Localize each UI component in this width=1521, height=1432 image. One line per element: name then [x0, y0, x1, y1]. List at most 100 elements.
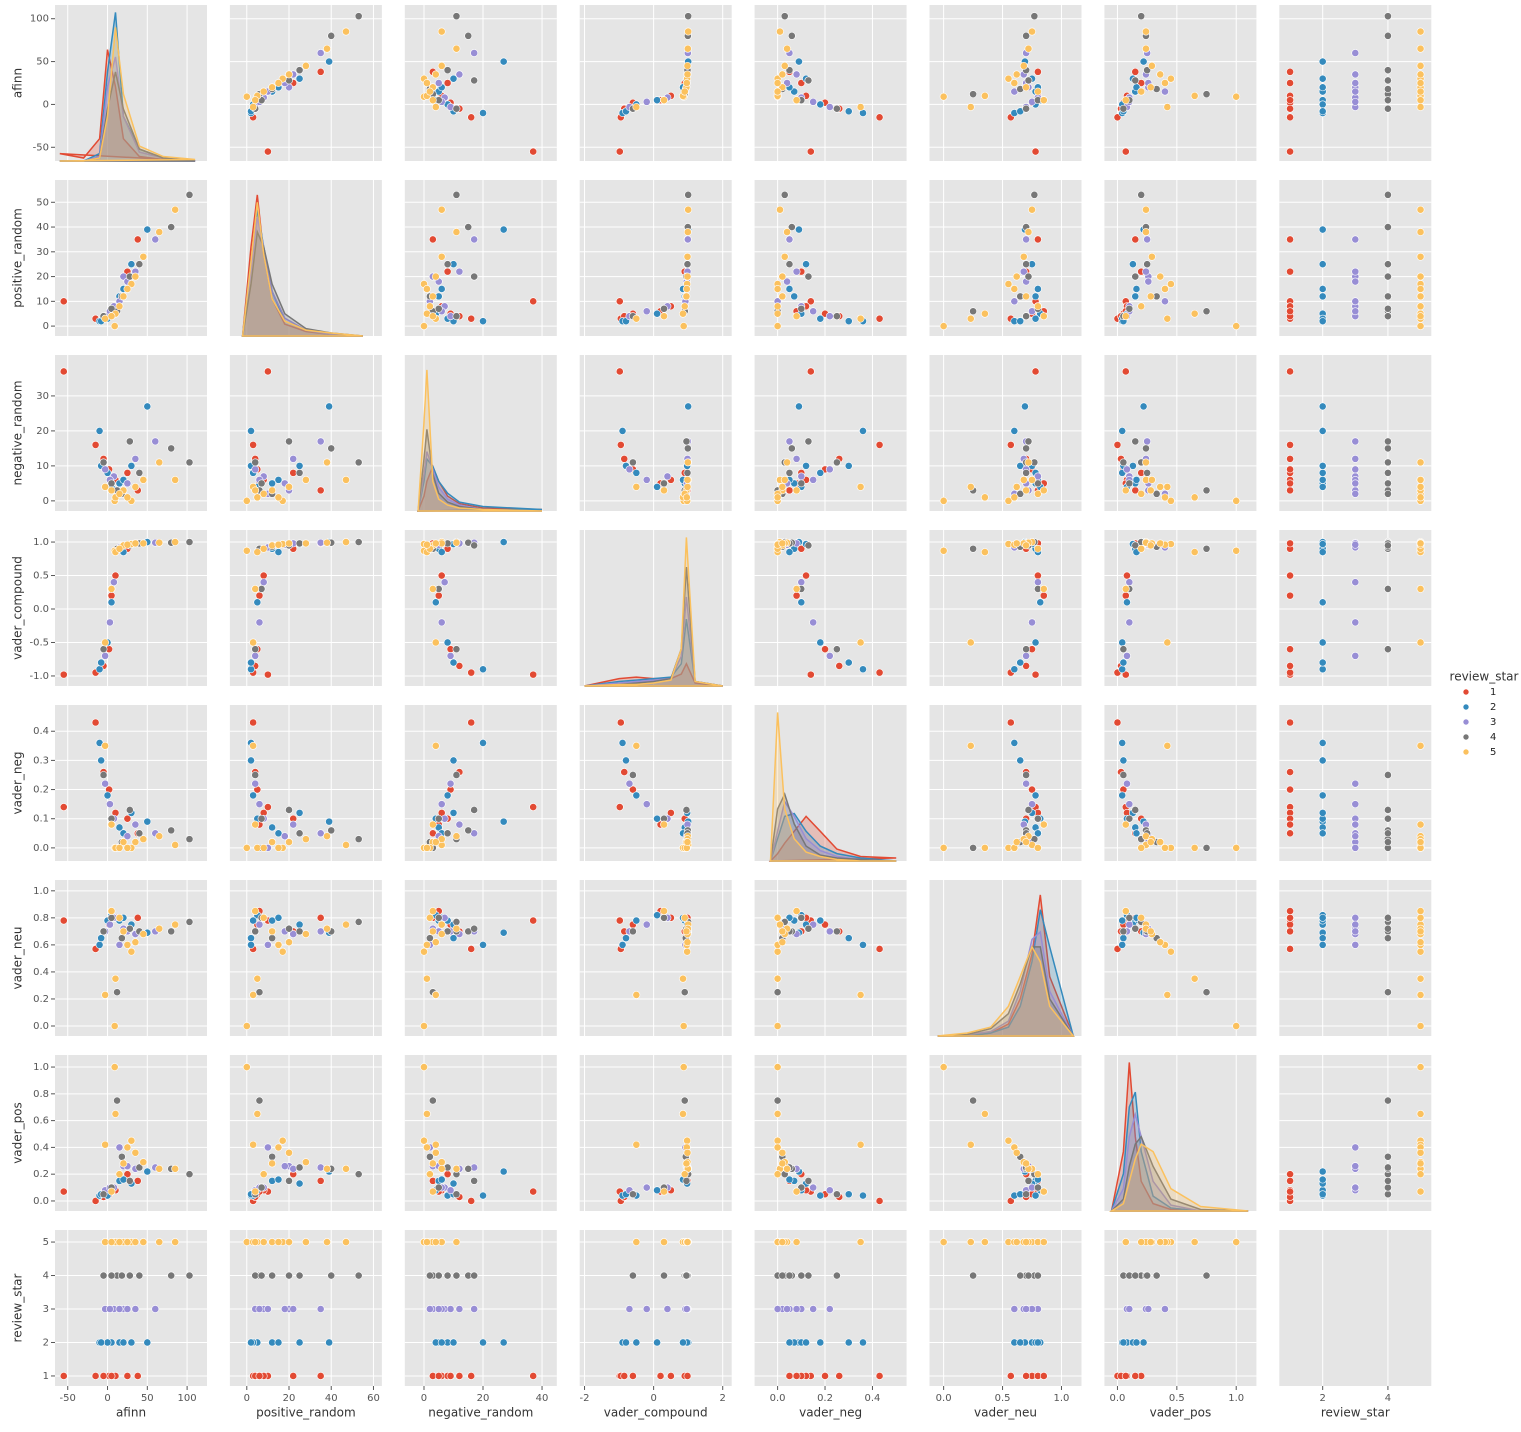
x-tick-label: 0: [104, 1393, 110, 1404]
point: [653, 482, 661, 491]
point: [274, 79, 283, 87]
point: [1351, 1183, 1360, 1192]
point: [1132, 829, 1141, 838]
point: [139, 930, 148, 938]
point: [455, 820, 464, 829]
point: [859, 940, 867, 949]
point: [875, 668, 884, 677]
point: [773, 1110, 782, 1118]
point: [1039, 591, 1048, 600]
point: [431, 991, 440, 999]
point: [443, 638, 452, 647]
point: [1351, 820, 1360, 829]
x-axis-label: review_star: [1321, 1406, 1390, 1420]
point: [1351, 70, 1360, 79]
point: [1232, 496, 1241, 505]
point: [1286, 1176, 1294, 1185]
point: [629, 785, 637, 794]
point: [1351, 267, 1360, 276]
point: [792, 267, 801, 276]
point: [425, 302, 434, 311]
point: [1286, 920, 1294, 929]
point: [467, 1197, 476, 1205]
point: [792, 486, 801, 495]
point: [785, 285, 794, 293]
point: [295, 1271, 304, 1280]
y-tick-label: 0.8: [33, 1089, 49, 1100]
panel: [1279, 880, 1432, 1036]
point: [274, 843, 283, 852]
point: [107, 591, 116, 600]
point: [131, 938, 140, 947]
scatter: [59, 538, 194, 679]
point: [1131, 76, 1140, 85]
point: [1163, 314, 1172, 323]
point: [1119, 658, 1128, 667]
point: [133, 235, 142, 244]
point: [117, 1271, 126, 1280]
point: [832, 104, 841, 113]
point: [420, 1136, 428, 1145]
point: [1022, 468, 1031, 477]
kde-curve: [937, 946, 1075, 1037]
point: [289, 1372, 298, 1380]
point: [91, 1197, 100, 1205]
point: [773, 285, 782, 293]
point: [683, 1148, 692, 1157]
point: [792, 96, 801, 105]
point: [1286, 486, 1294, 495]
point: [251, 927, 260, 936]
point: [969, 1271, 977, 1280]
point: [434, 591, 443, 600]
point: [125, 1176, 134, 1185]
point: [327, 826, 336, 835]
point: [529, 297, 538, 306]
point: [115, 940, 124, 949]
point: [1143, 235, 1152, 244]
point: [966, 741, 975, 750]
point: [295, 74, 304, 83]
point: [151, 235, 160, 244]
point: [257, 1271, 266, 1280]
point: [325, 402, 334, 411]
point: [1118, 916, 1127, 925]
point: [679, 322, 688, 330]
point: [966, 638, 975, 647]
point: [251, 1187, 260, 1196]
point: [529, 803, 538, 811]
point: [1016, 1271, 1025, 1280]
point: [653, 96, 661, 105]
point: [1019, 267, 1028, 276]
point: [780, 252, 789, 261]
point: [1144, 1305, 1153, 1313]
point: [1384, 304, 1392, 313]
point: [431, 1140, 440, 1149]
point: [127, 1136, 136, 1145]
panel: [1104, 530, 1257, 686]
point: [679, 1110, 687, 1118]
point: [107, 312, 116, 321]
point: [249, 440, 258, 449]
point: [123, 843, 132, 852]
point: [437, 1164, 446, 1173]
point: [856, 103, 865, 111]
y-tick-label: 20: [36, 426, 49, 437]
point: [683, 272, 692, 281]
point: [773, 974, 782, 983]
point: [660, 1238, 668, 1246]
point: [470, 924, 479, 933]
point: [325, 817, 334, 826]
scatter: [773, 1238, 884, 1380]
point: [479, 109, 487, 117]
point: [1039, 1238, 1048, 1246]
point: [1118, 665, 1127, 674]
point: [1416, 838, 1425, 846]
point: [1004, 280, 1013, 288]
point: [1351, 540, 1360, 549]
point: [1384, 437, 1392, 446]
point: [1012, 1148, 1021, 1157]
point: [1012, 70, 1021, 79]
point: [1318, 225, 1327, 234]
y-tick-label: 0.0: [33, 843, 49, 854]
